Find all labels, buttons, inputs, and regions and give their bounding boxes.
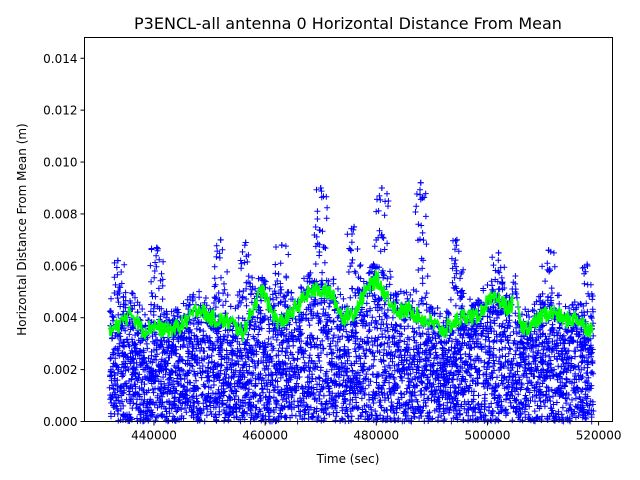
x-tick-label: 520000 xyxy=(576,429,622,443)
y-tick-label: 0.000 xyxy=(43,415,77,429)
y-tick-label: 0.010 xyxy=(43,156,77,170)
scatter-peak-point xyxy=(417,179,424,186)
y-axis: 0.000 0.002 0.004 0.006 0.008 0.010 0.012 0.014 xyxy=(43,52,85,429)
scatter-peak-point xyxy=(114,257,121,264)
x-tick-label: 480000 xyxy=(353,429,399,443)
scatter-peak-point xyxy=(278,242,285,249)
plot-frame xyxy=(84,37,613,422)
scatter-peak-point xyxy=(453,236,460,243)
y-tick-label: 0.008 xyxy=(43,207,77,221)
x-axis-label: Time (sec) xyxy=(316,452,380,466)
scatter-peak-point xyxy=(217,236,224,243)
x-tick-label: 500000 xyxy=(465,429,511,443)
x-tick-label: 460000 xyxy=(242,429,288,443)
mean-line xyxy=(108,268,594,342)
scatter-peak-point xyxy=(495,249,502,256)
plot-area xyxy=(84,37,613,425)
y-tick-label: 0.006 xyxy=(43,259,77,273)
y-tick-label: 0.002 xyxy=(43,363,77,377)
scatter-peak-point xyxy=(584,262,591,269)
y-tick-label: 0.004 xyxy=(43,311,77,325)
chart-title: P3ENCL-all antenna 0 Horizontal Distance… xyxy=(134,14,562,33)
y-tick-label: 0.014 xyxy=(43,52,77,66)
scatter-peak-point xyxy=(242,239,249,246)
scatter-peak-point xyxy=(378,184,385,191)
y-axis-label: Horizontal Distance From Mean (m) xyxy=(15,123,29,335)
x-axis: 440000 460000 480000 500000 520000 xyxy=(131,421,622,443)
scatter-peak-point xyxy=(351,223,358,230)
line-series xyxy=(108,268,594,342)
scatter-peak-point xyxy=(545,247,552,254)
x-tick-label: 440000 xyxy=(131,429,177,443)
scatter-peak-point xyxy=(317,184,324,191)
scatter-peak-point xyxy=(153,244,160,251)
y-tick-label: 0.012 xyxy=(43,104,77,118)
